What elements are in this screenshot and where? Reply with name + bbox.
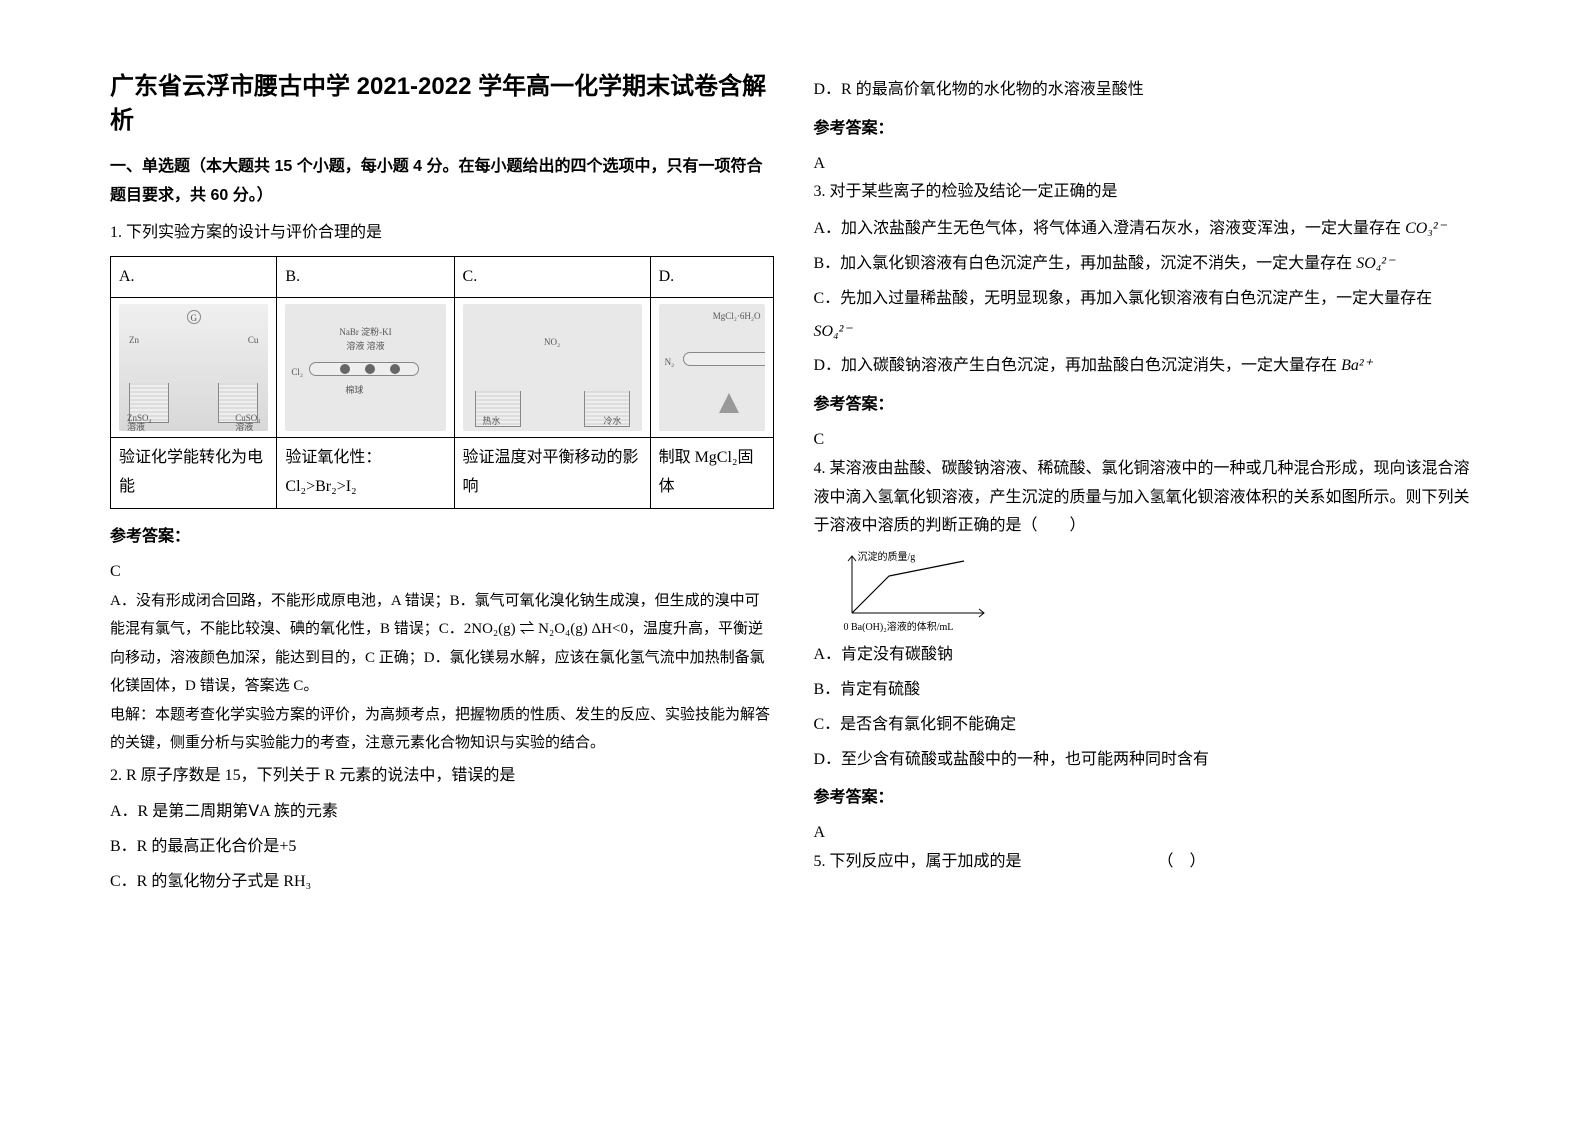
q2-option-b: B．R 的最高正化合价是+5 — [110, 833, 774, 862]
q2-option-a: A．R 是第二周期第ⅤA 族的元素 — [110, 798, 774, 827]
q2-answer-label: 参考答案： — [814, 115, 1478, 144]
q2-stem: 2. R 原子序数是 15，下列关于 R 元素的说法中，错误的是 — [110, 762, 774, 791]
zn-label: Zn — [129, 332, 139, 348]
q3-stem: 3. 对于某些离子的检验及结论一定正确的是 — [814, 178, 1478, 207]
mgcl2-label: MgCl₂·6H₂O — [713, 308, 761, 324]
q1-answer: C — [110, 558, 774, 587]
q1-answer-label: 参考答案： — [110, 523, 774, 552]
q1-header-c: C. — [454, 256, 650, 298]
q4-stem: 4. 某溶液由盐酸、碳酸钠溶液、稀硫酸、氯化铜溶液中的一种或几种混合形成，现向该… — [814, 455, 1478, 541]
q1-caption-d: 制取 MgCl₂固体 — [650, 438, 773, 509]
q1-diagram-b: NaBr 淀粉-KI 溶液 溶液 Cl₂ 棉球 — [277, 298, 454, 438]
cold-label: 冷水 — [604, 413, 622, 429]
q1-caption-c: 验证温度对平衡移动的影响 — [454, 438, 650, 509]
q4-chart: 沉淀的质量/g 0 Ba(OH)₂溶液的体积/mL — [834, 551, 994, 631]
page-title: 广东省云浮市腰古中学 2021-2022 学年高一化学期末试卷含解析 — [110, 70, 774, 137]
table-row: 验证化学能转化为电能 验证氧化性：Cl₂>Br₂>I₂ 验证温度对平衡移动的影响… — [111, 438, 774, 509]
so4-formula: SO₄²⁻ — [1356, 255, 1394, 272]
q1-diagram-d: MgCl₂·6H₂O N₂ — [650, 298, 773, 438]
q1-comment: 电解：本题考查化学实验方案的评价，为高频考点，把握物质的性质、发生的反应、实验技… — [110, 701, 774, 758]
q4-option-c: C．是否含有氯化铜不能确定 — [814, 711, 1478, 740]
left-column: 广东省云浮市腰古中学 2021-2022 学年高一化学期末试卷含解析 一、单选题… — [90, 70, 794, 1052]
znso4-label: ZnSO₄ 溶液 — [127, 414, 152, 432]
q1-header-a: A. — [111, 256, 277, 298]
q2-option-d: D．R 的最高价氧化物的水化物的水溶液呈酸性 — [814, 76, 1478, 105]
cotton-ball-icon — [365, 364, 375, 374]
no2-label: NO₂ — [544, 334, 560, 350]
co3-formula: CO₃²⁻ — [1405, 220, 1446, 237]
q4-option-b: B．肯定有硫酸 — [814, 676, 1478, 705]
so4-formula-2: SO₄²⁻ — [814, 318, 1478, 347]
cl2-label: Cl₂ — [291, 364, 303, 380]
q3-d-text: D．加入碳酸钠溶液产生白色沉淀，再加盐酸白色沉淀消失，一定大量存在 — [814, 357, 1342, 374]
q2-option-c: C．R 的氢化物分子式是 RH₃ — [110, 868, 774, 897]
cotton-label: 棉球 — [345, 382, 363, 398]
flame-icon — [719, 393, 739, 413]
q5-stem: 5. 下列反应中，属于加成的是 （ ） — [814, 848, 1478, 877]
q1-diagram-a: G Zn Cu ZnSO₄ 溶液 CuSO₄ 溶液 — [111, 298, 277, 438]
q1-stem: 1. 下列实验方案的设计与评价合理的是 — [110, 219, 774, 248]
hot-label: 热水 — [483, 413, 501, 429]
q3-answer-label: 参考答案： — [814, 391, 1478, 420]
q3-a-text: A．加入浓盐酸产生无色气体，将气体通入澄清石灰水，溶液变浑浊，一定大量存在 — [814, 220, 1406, 237]
sol-label: 溶液 溶液 — [346, 338, 384, 354]
q4-answer: A — [814, 819, 1478, 848]
heating-tube — [683, 352, 765, 366]
q1-caption-a: 验证化学能转化为电能 — [111, 438, 277, 509]
section1-header: 一、单选题（本大题共 15 个小题，每小题 4 分。在每小题给出的四个选项中，只… — [110, 153, 774, 211]
table-row: G Zn Cu ZnSO₄ 溶液 CuSO₄ 溶液 NaBr 淀粉-KI 溶液 … — [111, 298, 774, 438]
g-label: G — [187, 310, 201, 324]
q3-option-c: C．先加入过量稀盐酸，无明显现象，再加入氯化钡溶液有白色沉淀产生，一定大量存在 … — [814, 285, 1478, 347]
ba-formula: Ba²⁺ — [1341, 357, 1372, 374]
tube-sketch: NaBr 淀粉-KI 溶液 溶液 Cl₂ 棉球 — [285, 304, 445, 431]
q4-answer-label: 参考答案： — [814, 784, 1478, 813]
battery-sketch: G Zn Cu ZnSO₄ 溶液 CuSO₄ 溶液 — [119, 304, 268, 431]
flask-sketch: NO₂ 热水 冷水 — [463, 304, 642, 431]
chart-xlabel: 0 Ba(OH)₂溶液的体积/mL — [844, 619, 954, 637]
cotton-ball-icon — [390, 364, 400, 374]
q3-answer: C — [814, 426, 1478, 455]
q3-c-text: C．先加入过量稀盐酸，无明显现象，再加入氯化钡溶液有白色沉淀产生，一定大量存在 — [814, 290, 1433, 307]
glass-tube — [309, 362, 419, 376]
q1-explanation: A．没有形成闭合回路，不能形成原电池，A 错误；B．氯气可氧化溴化钠生成溴，但生… — [110, 587, 774, 701]
q3-option-d: D．加入碳酸钠溶液产生白色沉淀，再加盐酸白色沉淀消失，一定大量存在 Ba²⁺ — [814, 352, 1478, 381]
heating-sketch: MgCl₂·6H₂O N₂ — [659, 304, 765, 431]
cuso4-label: CuSO₄ 溶液 — [235, 414, 260, 432]
chart-ylabel: 沉淀的质量/g — [858, 549, 916, 567]
n2-label: N₂ — [665, 354, 675, 370]
q3-option-b: B．加入氯化钡溶液有白色沉淀产生，再加盐酸，沉淀不消失，一定大量存在 SO₄²⁻ — [814, 250, 1478, 279]
table-row: A. B. C. D. — [111, 256, 774, 298]
q1-header-b: B. — [277, 256, 454, 298]
q1-diagram-c: NO₂ 热水 冷水 — [454, 298, 650, 438]
q3-b-text: B．加入氯化钡溶液有白色沉淀产生，再加盐酸，沉淀不消失，一定大量存在 — [814, 255, 1357, 272]
q1-table: A. B. C. D. G Zn Cu ZnSO₄ 溶液 CuSO₄ 溶液 Na… — [110, 256, 774, 509]
q1-caption-b: 验证氧化性：Cl₂>Br₂>I₂ — [277, 438, 454, 509]
right-column: D．R 的最高价氧化物的水化物的水溶液呈酸性 参考答案： A 3. 对于某些离子… — [794, 70, 1498, 1052]
q4-option-d: D．至少含有硫酸或盐酸中的一种，也可能两种同时含有 — [814, 746, 1478, 775]
cotton-ball-icon — [340, 364, 350, 374]
q2-answer: A — [814, 150, 1478, 179]
cu-label: Cu — [248, 332, 259, 348]
q3-option-a: A．加入浓盐酸产生无色气体，将气体通入澄清石灰水，溶液变浑浊，一定大量存在 CO… — [814, 215, 1478, 244]
q4-option-a: A．肯定没有碳酸钠 — [814, 641, 1478, 670]
q1-header-d: D. — [650, 256, 773, 298]
